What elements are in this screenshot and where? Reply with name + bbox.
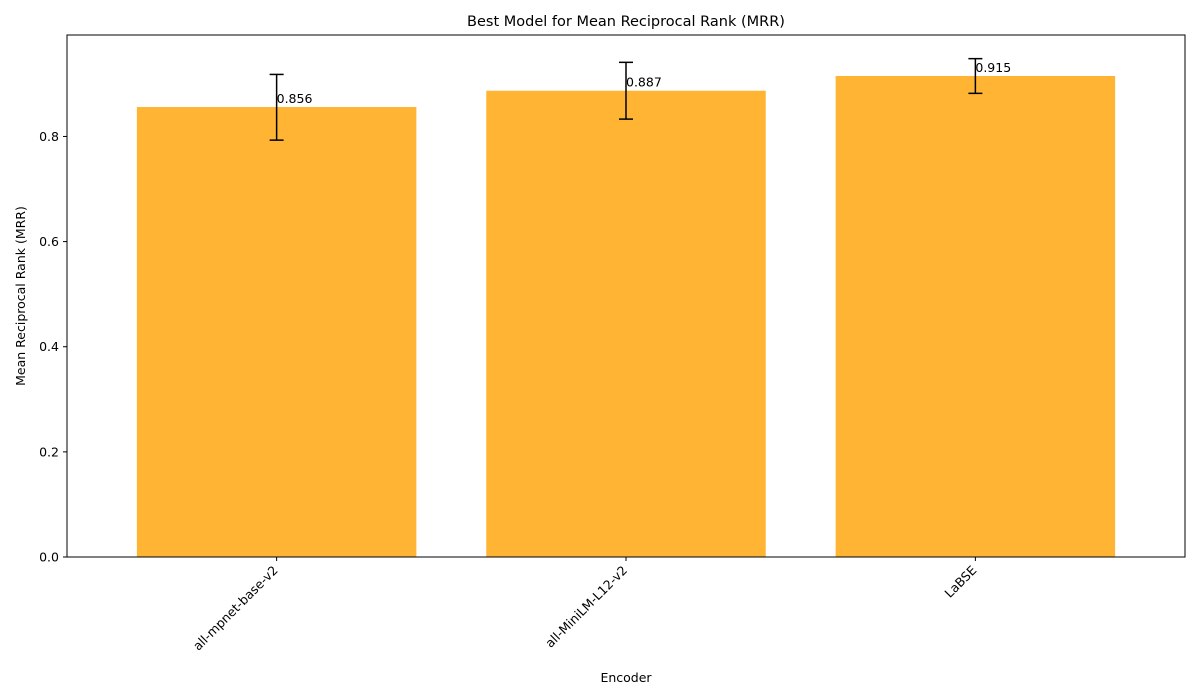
value-labels-group: 0.856 0.887 0.915 (277, 60, 1012, 106)
y-tick-label-0: 0.0 (39, 550, 59, 565)
x-axis-label: Encoder (600, 670, 652, 685)
bar-1 (486, 90, 766, 558)
y-axis-label: Mean Reciprocal Rank (MRR) (13, 206, 28, 386)
value-label-1: 0.887 (626, 75, 662, 90)
bars-group (136, 76, 1116, 558)
y-tick-label-1: 0.2 (39, 444, 59, 459)
bar-2 (835, 76, 1116, 557)
bar-0 (136, 107, 417, 557)
x-axis-ticks: all-mpnet-base-v2 all-MiniLM-L12-v2 LaBSE (190, 557, 980, 653)
value-label-0: 0.856 (277, 91, 313, 106)
value-label-2: 0.915 (975, 60, 1011, 75)
error-bars-group (269, 57, 983, 141)
x-tick-label-0: all-mpnet-base-v2 (190, 563, 281, 654)
x-tick-label-2: LaBSE (941, 562, 979, 600)
y-tick-label-3: 0.6 (39, 234, 59, 249)
x-tick-label-1: all-MiniLM-L12-v2 (542, 563, 630, 651)
y-axis-ticks: 0.0 0.2 0.4 0.6 0.8 (39, 129, 67, 565)
y-tick-label-4: 0.8 (39, 129, 59, 144)
y-tick-label-2: 0.4 (39, 339, 59, 354)
chart-title: Best Model for Mean Reciprocal Rank (MRR… (467, 14, 785, 30)
